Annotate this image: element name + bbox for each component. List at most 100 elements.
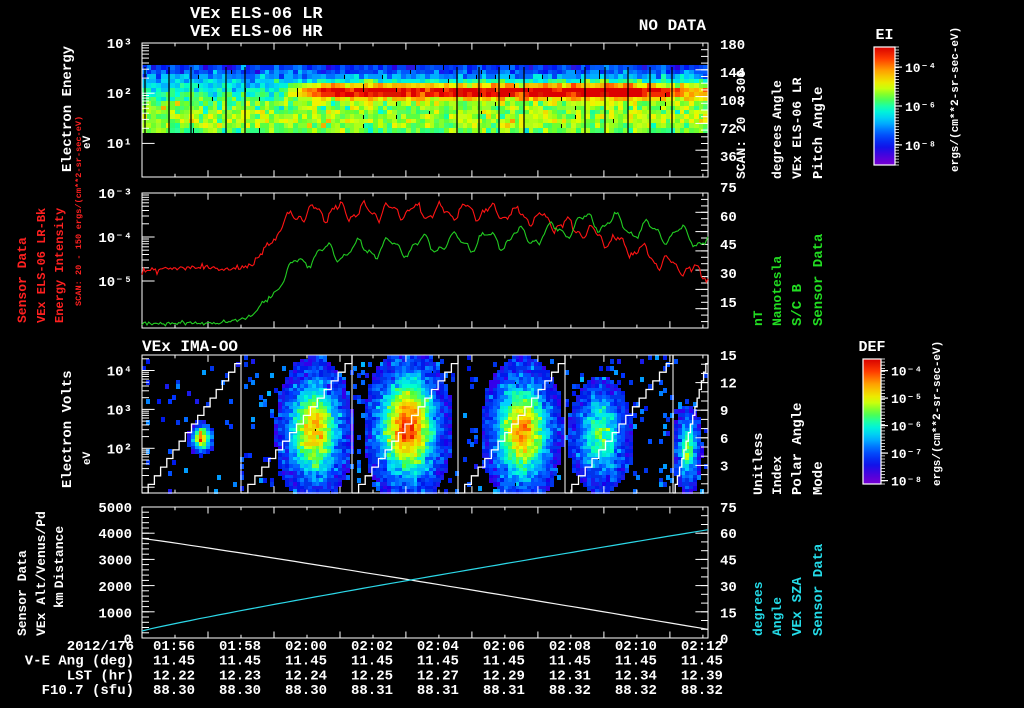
svg-text:10²: 10² — [107, 87, 132, 103]
svg-text:01:56: 01:56 — [153, 639, 195, 655]
svg-text:10⁻⁵: 10⁻⁵ — [891, 392, 922, 407]
svg-text:V-E Ang (deg): V-E Ang (deg) — [25, 654, 134, 670]
svg-text:10¹: 10¹ — [107, 137, 132, 153]
svg-text:5000: 5000 — [98, 501, 132, 517]
svg-text:VEx IMA-OO: VEx IMA-OO — [142, 338, 238, 356]
svg-text:12.24: 12.24 — [285, 668, 327, 684]
svg-text:72: 72 — [720, 122, 737, 138]
svg-text:108: 108 — [720, 94, 745, 110]
svg-text:12.22: 12.22 — [153, 668, 195, 684]
svg-text:10⁻⁶: 10⁻⁶ — [891, 420, 922, 435]
svg-text:60: 60 — [720, 210, 737, 226]
svg-text:36: 36 — [720, 150, 737, 166]
svg-text:02:06: 02:06 — [483, 639, 525, 655]
svg-text:12.25: 12.25 — [351, 668, 393, 684]
svg-text:NO DATA: NO DATA — [639, 17, 707, 35]
svg-text:EI: EI — [875, 27, 893, 44]
svg-text:6: 6 — [720, 432, 728, 448]
svg-text:02:08: 02:08 — [549, 639, 591, 655]
svg-text:11.45: 11.45 — [351, 654, 393, 670]
svg-text:Polar Angle: Polar Angle — [790, 403, 806, 495]
svg-text:1000: 1000 — [98, 607, 132, 623]
svg-text:Energy Intensity: Energy Intensity — [53, 208, 67, 323]
svg-text:12.31: 12.31 — [549, 668, 591, 684]
svg-text:02:00: 02:00 — [285, 639, 327, 655]
svg-text:180: 180 — [720, 38, 745, 54]
svg-text:12: 12 — [720, 377, 737, 393]
svg-text:2012/176: 2012/176 — [67, 639, 134, 655]
svg-text:VEx ELS-06 LR-Bk: VEx ELS-06 LR-Bk — [35, 208, 49, 323]
svg-text:88.31: 88.31 — [351, 683, 393, 699]
svg-text:2000: 2000 — [98, 580, 132, 596]
svg-text:10²: 10² — [107, 443, 132, 459]
svg-text:Sensor Data: Sensor Data — [811, 543, 827, 636]
svg-text:Sensor Data: Sensor Data — [811, 233, 827, 326]
svg-text:12.29: 12.29 — [483, 668, 525, 684]
svg-text:60: 60 — [720, 527, 737, 543]
svg-text:11.45: 11.45 — [549, 654, 591, 670]
svg-text:3000: 3000 — [98, 554, 132, 570]
svg-text:12.23: 12.23 — [219, 668, 261, 684]
svg-text:degrees: degrees — [751, 581, 766, 636]
svg-text:3: 3 — [720, 459, 728, 475]
svg-text:eV: eV — [82, 451, 94, 465]
svg-text:ergs/(cm**2-sr-sec-eV): ergs/(cm**2-sr-sec-eV) — [950, 27, 962, 172]
svg-text:88.32: 88.32 — [549, 683, 591, 699]
svg-text:11.45: 11.45 — [285, 654, 327, 670]
svg-text:11.45: 11.45 — [417, 654, 459, 670]
svg-text:10³: 10³ — [107, 37, 132, 53]
svg-text:11.45: 11.45 — [681, 654, 723, 670]
svg-text:Sensor Data: Sensor Data — [15, 237, 30, 323]
svg-text:12.39: 12.39 — [681, 668, 723, 684]
svg-text:88.32: 88.32 — [615, 683, 657, 699]
svg-text:45: 45 — [720, 238, 737, 254]
svg-text:VEx ELS-06 LR: VEx ELS-06 LR — [190, 5, 323, 24]
svg-text:75: 75 — [720, 181, 737, 197]
svg-text:Mode: Mode — [811, 461, 827, 495]
svg-text:10⁻⁸: 10⁻⁸ — [891, 475, 922, 490]
svg-text:15: 15 — [720, 607, 737, 623]
svg-text:LST (hr): LST (hr) — [67, 668, 134, 684]
svg-text:88.30: 88.30 — [285, 683, 327, 699]
svg-text:9: 9 — [720, 404, 728, 420]
svg-text:75: 75 — [720, 501, 737, 517]
svg-text:02:12: 02:12 — [681, 639, 723, 655]
svg-text:88.31: 88.31 — [483, 683, 525, 699]
svg-text:12.27: 12.27 — [417, 668, 459, 684]
svg-text:nT: nT — [751, 310, 766, 326]
svg-text:10⁻⁶: 10⁻⁶ — [905, 100, 936, 115]
svg-text:10⁴: 10⁴ — [107, 365, 132, 381]
svg-text:30: 30 — [720, 580, 737, 596]
svg-text:15: 15 — [720, 349, 737, 365]
svg-text:Angle: Angle — [770, 597, 785, 636]
svg-text:11.45: 11.45 — [483, 654, 525, 670]
svg-text:10⁻⁴: 10⁻⁴ — [905, 61, 936, 76]
svg-text:45: 45 — [720, 554, 737, 570]
svg-text:Index: Index — [770, 456, 785, 495]
svg-text:10⁻⁷: 10⁻⁷ — [891, 447, 922, 462]
svg-text:Pitch Angle: Pitch Angle — [811, 87, 827, 179]
svg-text:11.45: 11.45 — [219, 654, 261, 670]
svg-text:30: 30 — [720, 267, 737, 283]
svg-text:10⁻⁵: 10⁻⁵ — [98, 275, 132, 291]
svg-text:88.31: 88.31 — [417, 683, 459, 699]
svg-text:10³: 10³ — [107, 404, 132, 420]
svg-text:Sensor Data: Sensor Data — [15, 550, 30, 636]
svg-text:88.30: 88.30 — [153, 683, 195, 699]
svg-text:VEx SZA: VEx SZA — [790, 577, 806, 636]
svg-text:88.30: 88.30 — [219, 683, 261, 699]
svg-text:degrees: degrees — [770, 124, 785, 179]
svg-text:12.34: 12.34 — [615, 668, 657, 684]
svg-text:Unitless: Unitless — [751, 432, 766, 495]
svg-text:ergs/(cm**2-sr-sec-eV): ergs/(cm**2-sr-sec-eV) — [932, 341, 944, 486]
svg-text:10⁻⁴: 10⁻⁴ — [98, 231, 132, 247]
svg-text:88.32: 88.32 — [681, 683, 723, 699]
svg-text:15: 15 — [720, 296, 737, 312]
svg-text:VEx ELS-06 LR: VEx ELS-06 LR — [790, 77, 805, 179]
svg-text:DEF: DEF — [858, 339, 885, 356]
svg-text:02:02: 02:02 — [351, 639, 393, 655]
svg-text:F10.7 (sfu): F10.7 (sfu) — [42, 683, 134, 699]
svg-text:S/C B: S/C B — [790, 283, 806, 326]
svg-text:02:04: 02:04 — [417, 639, 459, 655]
svg-text:ergs/(cm**2-sr-sec-eV): ergs/(cm**2-sr-sec-eV) — [74, 116, 84, 229]
